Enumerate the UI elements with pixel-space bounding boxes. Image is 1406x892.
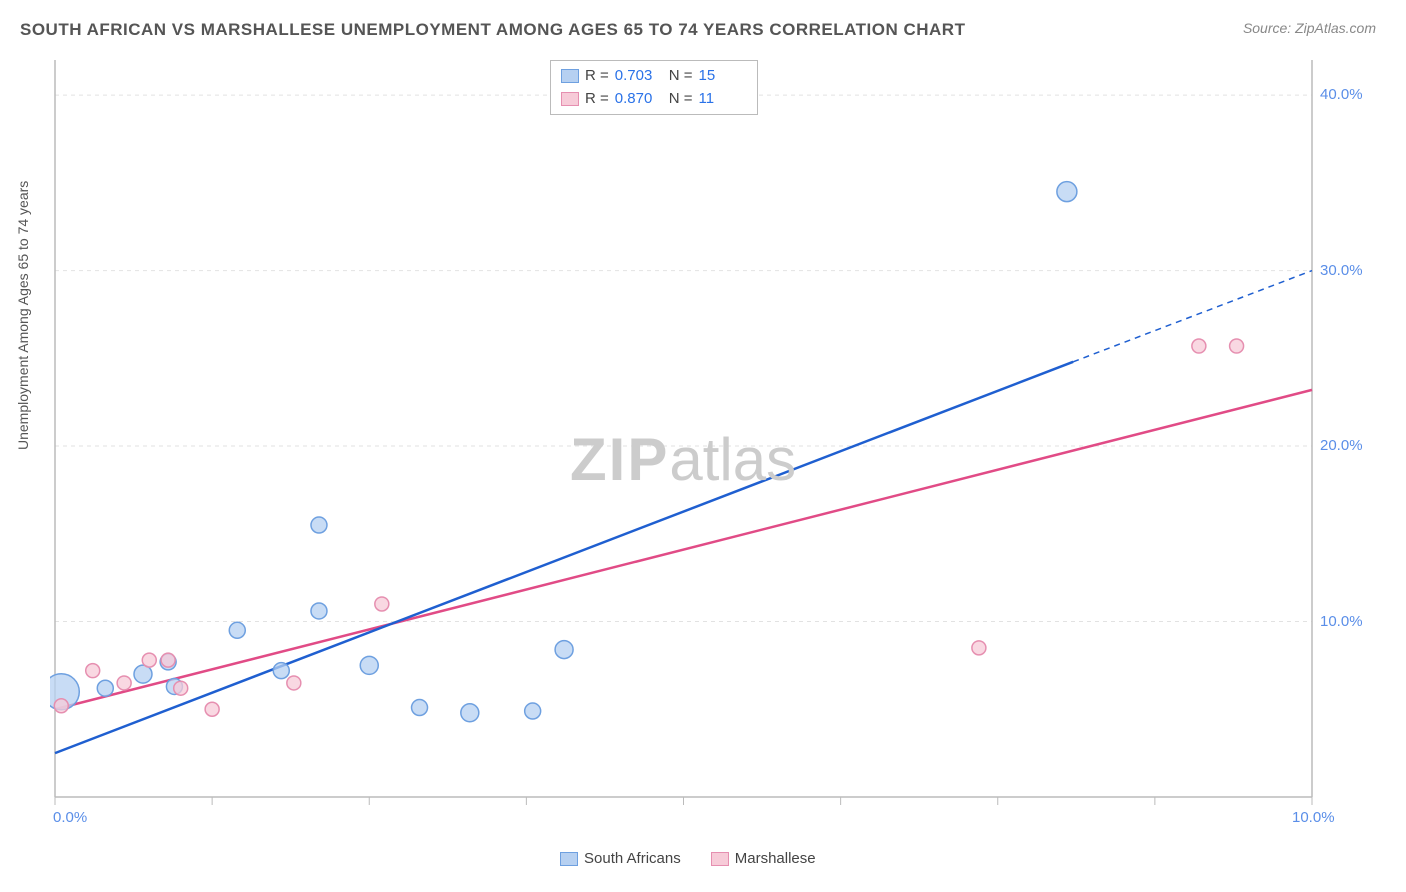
x-tick-label-0: 0.0% bbox=[53, 809, 87, 826]
n-value-2: 11 bbox=[699, 88, 747, 111]
n-label-2: N = bbox=[669, 88, 693, 111]
legend-swatch-2-icon bbox=[711, 852, 729, 866]
r-label-1: R = bbox=[585, 65, 609, 88]
y-tick-label-0: 10.0% bbox=[1320, 613, 1363, 630]
chart-title: SOUTH AFRICAN VS MARSHALLESE UNEMPLOYMEN… bbox=[20, 20, 965, 40]
n-label-1: N = bbox=[669, 65, 693, 88]
y-axis-label: Unemployment Among Ages 65 to 74 years bbox=[15, 181, 31, 450]
legend-bottom: South Africans Marshallese bbox=[560, 850, 816, 867]
legend-item-2: Marshallese bbox=[711, 850, 816, 867]
legend-swatch-1-icon bbox=[560, 852, 578, 866]
swatch-series2-icon bbox=[561, 92, 579, 106]
y-tick-label-2: 30.0% bbox=[1320, 262, 1363, 279]
legend-label-2: Marshallese bbox=[735, 850, 816, 867]
r-value-2: 0.870 bbox=[615, 88, 663, 111]
legend-item-1: South Africans bbox=[560, 850, 681, 867]
x-tick-label-1: 10.0% bbox=[1292, 809, 1335, 826]
r-label-2: R = bbox=[585, 88, 609, 111]
stats-row-1: R = 0.703 N = 15 bbox=[561, 65, 747, 88]
chart-plot-area: ZIPatlas R = 0.703 N = 15 R = 0.870 N = … bbox=[50, 55, 1370, 825]
y-tick-label-3: 40.0% bbox=[1320, 86, 1363, 103]
scatter-chart-svg bbox=[50, 55, 1370, 825]
r-value-1: 0.703 bbox=[615, 65, 663, 88]
stats-row-2: R = 0.870 N = 11 bbox=[561, 88, 747, 111]
legend-label-1: South Africans bbox=[584, 850, 681, 867]
source-attribution: Source: ZipAtlas.com bbox=[1243, 20, 1376, 36]
n-value-1: 15 bbox=[699, 65, 747, 88]
swatch-series1-icon bbox=[561, 69, 579, 83]
stats-legend-box: R = 0.703 N = 15 R = 0.870 N = 11 bbox=[550, 60, 758, 115]
y-tick-label-1: 20.0% bbox=[1320, 437, 1363, 454]
